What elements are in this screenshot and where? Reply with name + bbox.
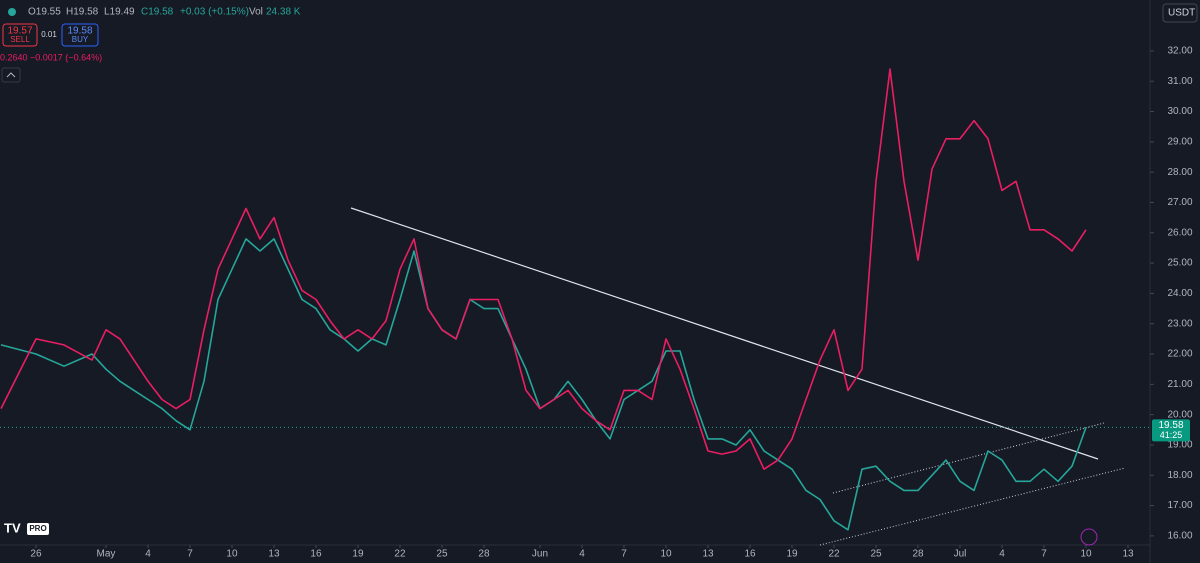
y-tick-label: 17.00: [1167, 500, 1192, 511]
x-tick-label: Jul: [954, 549, 967, 560]
x-tick-label: 10: [226, 549, 238, 560]
y-tick-label: 25.00: [1167, 258, 1192, 269]
sell-button[interactable]: [2, 23, 38, 47]
price-line: [0, 238, 1087, 531]
y-tick-label: 20.00: [1167, 409, 1192, 420]
x-tick-label: 28: [478, 549, 490, 560]
x-tick-label: 4: [999, 549, 1005, 560]
spread: 0.01: [41, 30, 57, 39]
vol-label: Vol: [249, 7, 263, 18]
y-tick-label: 31.00: [1167, 76, 1192, 87]
vol-value: 24.38 K: [266, 7, 301, 18]
ohlc-close: C19.58: [141, 7, 174, 18]
x-tick-label: May: [97, 549, 116, 560]
x-tick-label: 26: [30, 549, 42, 560]
buy-label[interactable]: BUY: [72, 35, 89, 44]
x-tick-label: 7: [621, 549, 627, 560]
x-tick-label: Jun: [532, 549, 548, 560]
y-tick-label: 26.00: [1167, 227, 1192, 238]
x-tick-label: 22: [394, 549, 406, 560]
y-tick-label: 21.00: [1167, 379, 1192, 390]
last-price-box: [1152, 419, 1190, 442]
currency-button[interactable]: [1162, 3, 1198, 23]
plot: [0, 68, 1150, 531]
buy-price[interactable]: 19.58: [67, 26, 92, 37]
y-tick-label: 27.00: [1167, 197, 1192, 208]
ohlc-high: H19.58: [66, 7, 99, 18]
x-tick-label: 19: [352, 549, 364, 560]
buy-button[interactable]: [61, 23, 99, 47]
x-tick-label: 13: [1122, 549, 1134, 560]
y-tick-label: 16.00: [1167, 531, 1192, 542]
x-tick-label: 10: [660, 549, 672, 560]
x-tick-label: 25: [870, 549, 882, 560]
alert-icon[interactable]: [1080, 528, 1098, 546]
trend-line: [350, 207, 1099, 460]
countdown: 41:25: [1160, 430, 1183, 440]
y-tick-label: 19.00: [1167, 440, 1192, 451]
y-tick-label: 29.00: [1167, 136, 1192, 147]
ohlc-change: +0.03 (+0.15%): [180, 7, 249, 18]
x-tick-label: 16: [744, 549, 756, 560]
x-tick-label: 7: [187, 549, 193, 560]
logo: TV: [4, 520, 21, 535]
x-tick-label: 13: [268, 549, 280, 560]
status-dot: [8, 8, 16, 16]
x-tick-label: 4: [145, 549, 151, 560]
sell-price[interactable]: 19.57: [7, 26, 32, 37]
ohlc-open: O19.55: [28, 7, 61, 18]
collapse-icon[interactable]: [6, 72, 16, 78]
x-tick-label: 13: [702, 549, 714, 560]
x-tick-label: 10: [1080, 549, 1092, 560]
ohlc-low: L19.49: [104, 7, 135, 18]
y-tick-label: 28.00: [1167, 167, 1192, 178]
x-tick-label: 28: [912, 549, 924, 560]
x-tick-label: 16: [310, 549, 322, 560]
x-tick-label: 19: [786, 549, 798, 560]
logo-badge: [27, 523, 49, 535]
y-tick-label: 22.00: [1167, 349, 1192, 360]
currency[interactable]: USDT: [1168, 8, 1195, 19]
x-tick-label: 25: [436, 549, 448, 560]
x-tick-label: 4: [579, 549, 585, 560]
axes: 16.00 17.00 18.00 19.00 20.00 21.00 22.00 23.00…: [30, 46, 1193, 560]
price-line: [0, 68, 1087, 470]
last-price-label: 19.58: [1158, 420, 1183, 431]
y-tick-label: 32.00: [1167, 46, 1192, 57]
logo-badge-text: PRO: [29, 524, 46, 533]
y-tick-label: 24.00: [1167, 288, 1192, 299]
compare-info: 0.2640 −0.0017 (−0.64%): [0, 52, 102, 62]
sell-label[interactable]: SELL: [10, 35, 30, 44]
y-tick-label: 23.00: [1167, 318, 1192, 329]
x-tick-label: 22: [828, 549, 840, 560]
x-tick-label: 7: [1041, 549, 1047, 560]
y-tick-label: 18.00: [1167, 470, 1192, 481]
collapse-button[interactable]: [1, 67, 21, 83]
y-tick-label: 30.00: [1167, 106, 1192, 117]
